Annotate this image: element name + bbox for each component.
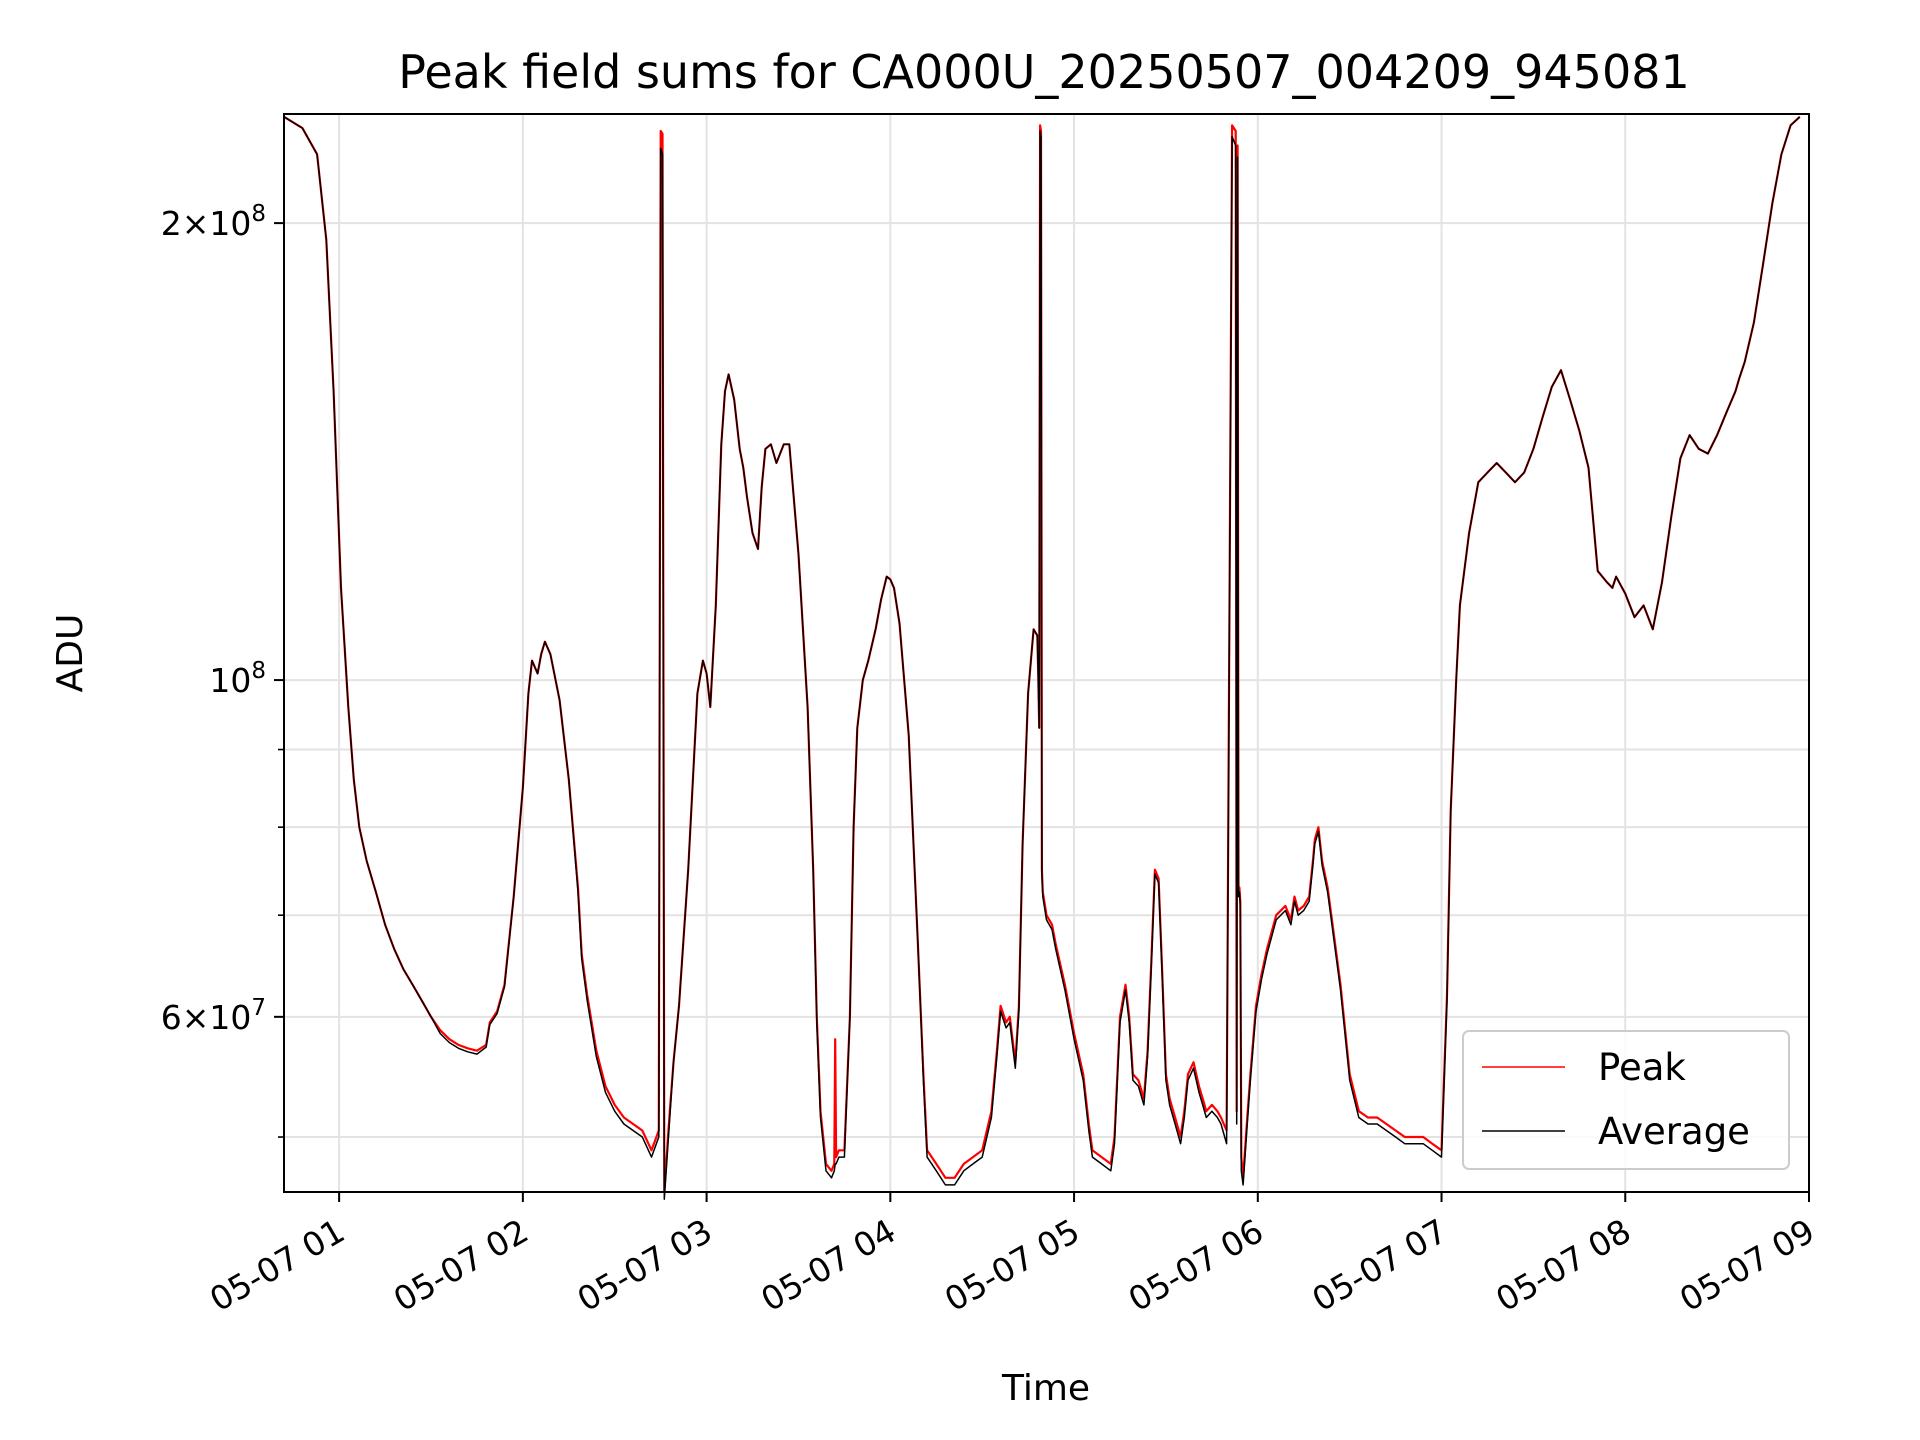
legend-label-average: Average xyxy=(1598,1110,1750,1153)
chart-title: Peak field sums for CA000U_20250507_0042… xyxy=(398,45,1690,99)
y-axis-label: ADU xyxy=(50,614,91,693)
y-axis: 2×108 108 6×107 xyxy=(161,201,284,1138)
series-layer xyxy=(283,115,1801,1200)
y-tick-label: 2×108 xyxy=(161,201,266,243)
plot-frame xyxy=(283,113,1810,1193)
legend-label-peak: Peak xyxy=(1598,1046,1686,1089)
legend: Peak Average xyxy=(1462,1030,1790,1170)
series-line-average xyxy=(283,116,1801,1200)
y-tick-label: 6×107 xyxy=(161,995,266,1037)
y-tick-label: 108 xyxy=(209,658,266,700)
x-axis-label: Time xyxy=(1001,1368,1090,1409)
legend-box xyxy=(1462,1030,1790,1170)
